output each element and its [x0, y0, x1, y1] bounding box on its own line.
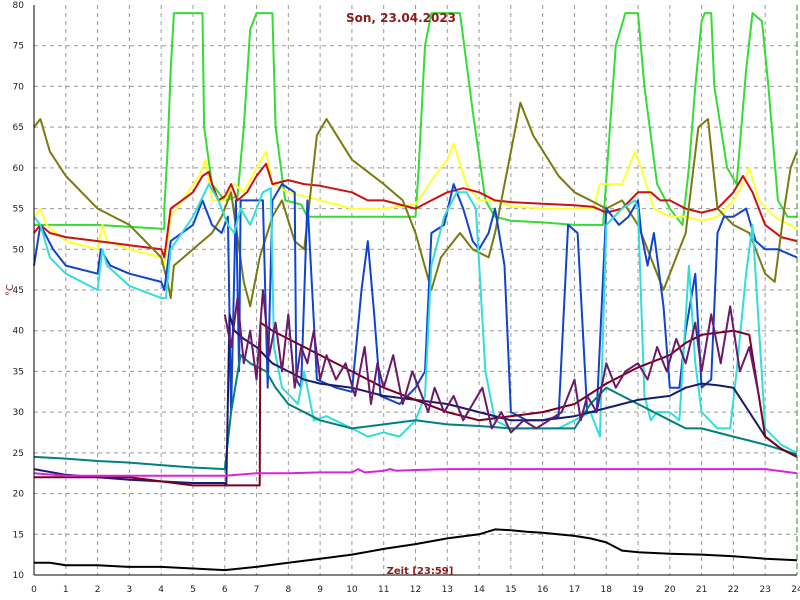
- series-line-7: [33, 354, 798, 471]
- x-tick-label: 21: [696, 585, 707, 595]
- x-tick-label: 12: [410, 585, 421, 595]
- x-tick-label: 1: [63, 585, 69, 595]
- x-axis-title: Zeit [23:59]: [387, 566, 454, 577]
- y-tick-label: 50: [13, 245, 25, 255]
- y-tick-label: 80: [13, 1, 25, 11]
- x-tick-label: 13: [442, 585, 453, 595]
- x-tick-label: 16: [537, 585, 549, 595]
- y-tick-label: 55: [13, 205, 24, 215]
- x-tick-label: 20: [664, 585, 676, 595]
- series-line-4: [33, 101, 798, 308]
- x-tick-label: 6: [222, 585, 228, 595]
- series-line-8: [33, 313, 798, 487]
- y-tick-label: 40: [13, 327, 25, 337]
- x-tick-label: 10: [346, 585, 358, 595]
- series-line-10: [223, 289, 760, 434]
- y-axis-title: °C: [5, 284, 16, 296]
- x-tick-label: 0: [31, 585, 37, 595]
- series-line-3: [33, 162, 798, 259]
- grid: [34, 5, 797, 575]
- x-tick-label: 24: [791, 585, 800, 595]
- y-tick-label: 65: [13, 123, 24, 133]
- y-tick-label: 45: [13, 286, 24, 296]
- y-tick-label: 20: [13, 490, 25, 500]
- series-line-6: [33, 183, 798, 454]
- x-tick-label: 9: [317, 585, 323, 595]
- y-tick-label: 35: [13, 367, 24, 377]
- x-tick-label: 8: [285, 585, 291, 595]
- x-tick-label: 2: [95, 585, 101, 595]
- x-tick-label: 22: [728, 585, 739, 595]
- x-tick-label: 7: [254, 585, 260, 595]
- y-tick-label: 15: [13, 530, 24, 540]
- x-tick-label: 5: [190, 585, 196, 595]
- y-tick-label: 75: [13, 42, 24, 52]
- y-tick-label: 30: [13, 408, 25, 418]
- x-tick-label: 14: [473, 585, 485, 595]
- chart-title: Son, 23.04.2023: [346, 11, 456, 25]
- x-tick-label: 23: [759, 585, 770, 595]
- y-tick-label: 25: [13, 449, 24, 459]
- x-tick-label: 11: [378, 585, 389, 595]
- series-line-9: [34, 321, 798, 487]
- y-tick-label: 70: [13, 82, 25, 92]
- series-line-11: [33, 468, 798, 477]
- x-tick-label: 4: [158, 585, 164, 595]
- y-tick-label: 60: [13, 164, 25, 174]
- x-tick-label: 19: [632, 585, 644, 595]
- series-line-12: [34, 528, 798, 572]
- series-group: [33, 12, 798, 572]
- x-tick-label: 18: [601, 585, 613, 595]
- series-line-5: [33, 183, 798, 422]
- y-tick-label: 10: [13, 571, 25, 581]
- x-tick-label: 3: [127, 585, 133, 595]
- x-tick-label: 17: [569, 585, 580, 595]
- x-tick-label: 15: [505, 585, 516, 595]
